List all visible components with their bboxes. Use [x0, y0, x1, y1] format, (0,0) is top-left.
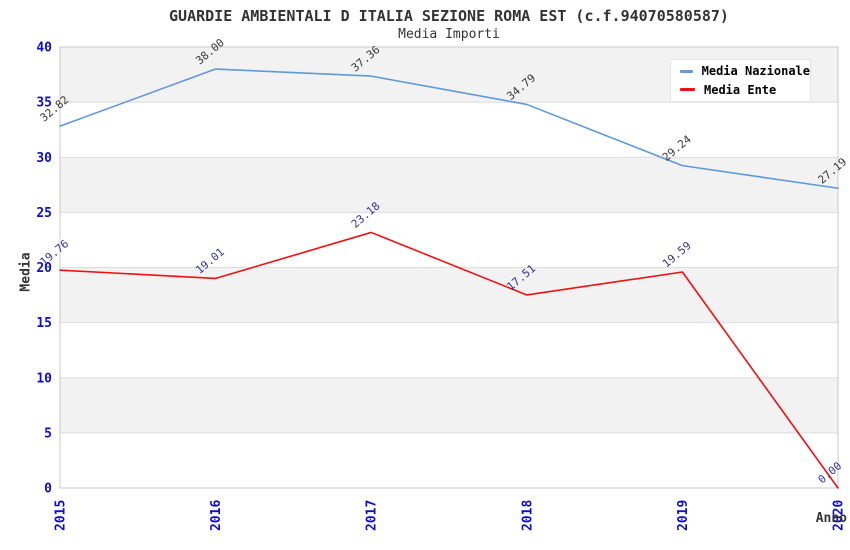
chart-title: GUARDIE AMBIENTALI D ITALIA SEZIONE ROMA… — [169, 7, 729, 25]
x-tick-label: 2018 — [520, 500, 535, 531]
x-axis-title: Anno — [815, 511, 847, 526]
y-tick-label: 40 — [36, 41, 52, 56]
plot-border — [59, 46, 839, 489]
series-line-media-nazionale — [59, 68, 839, 190]
y-tick-label: 30 — [36, 151, 52, 166]
legend-label: Media Nazionale — [701, 64, 810, 79]
legend-label: Media Ente — [704, 82, 777, 97]
y-tick-label: 0 — [44, 482, 52, 497]
plot-band — [60, 157, 838, 213]
legend-item-media-ente: Media Ente — [680, 83, 810, 97]
y-tick-label: 35 — [36, 96, 52, 111]
legend-swatch-media-ente — [680, 88, 695, 92]
x-tick-label: 2016 — [209, 500, 224, 531]
chart-subtitle: Media Importi — [398, 27, 500, 42]
data-label: 19.76 — [38, 237, 72, 268]
x-tick-label: 2020 — [832, 500, 847, 531]
legend: Media Nazionale Media Ente — [670, 59, 811, 102]
x-tick-label: 2017 — [365, 500, 380, 531]
series-line-media-ente — [59, 231, 839, 489]
y-tick-label: 10 — [36, 371, 52, 386]
plot-band — [60, 377, 838, 433]
legend-item-media-nazionale: Media Nazionale — [680, 64, 810, 78]
x-tick-label: 2015 — [54, 500, 69, 531]
y-tick-label: 5 — [44, 426, 52, 441]
data-label: 19.59 — [660, 239, 694, 270]
y-tick-label: 25 — [36, 206, 52, 221]
x-tick-label: 2019 — [676, 500, 691, 531]
y-tick-label: 20 — [36, 261, 52, 276]
legend-swatch-media-nazionale — [680, 69, 693, 73]
y-tick-label: 15 — [36, 316, 52, 331]
y-axis-title: Media — [18, 252, 34, 292]
